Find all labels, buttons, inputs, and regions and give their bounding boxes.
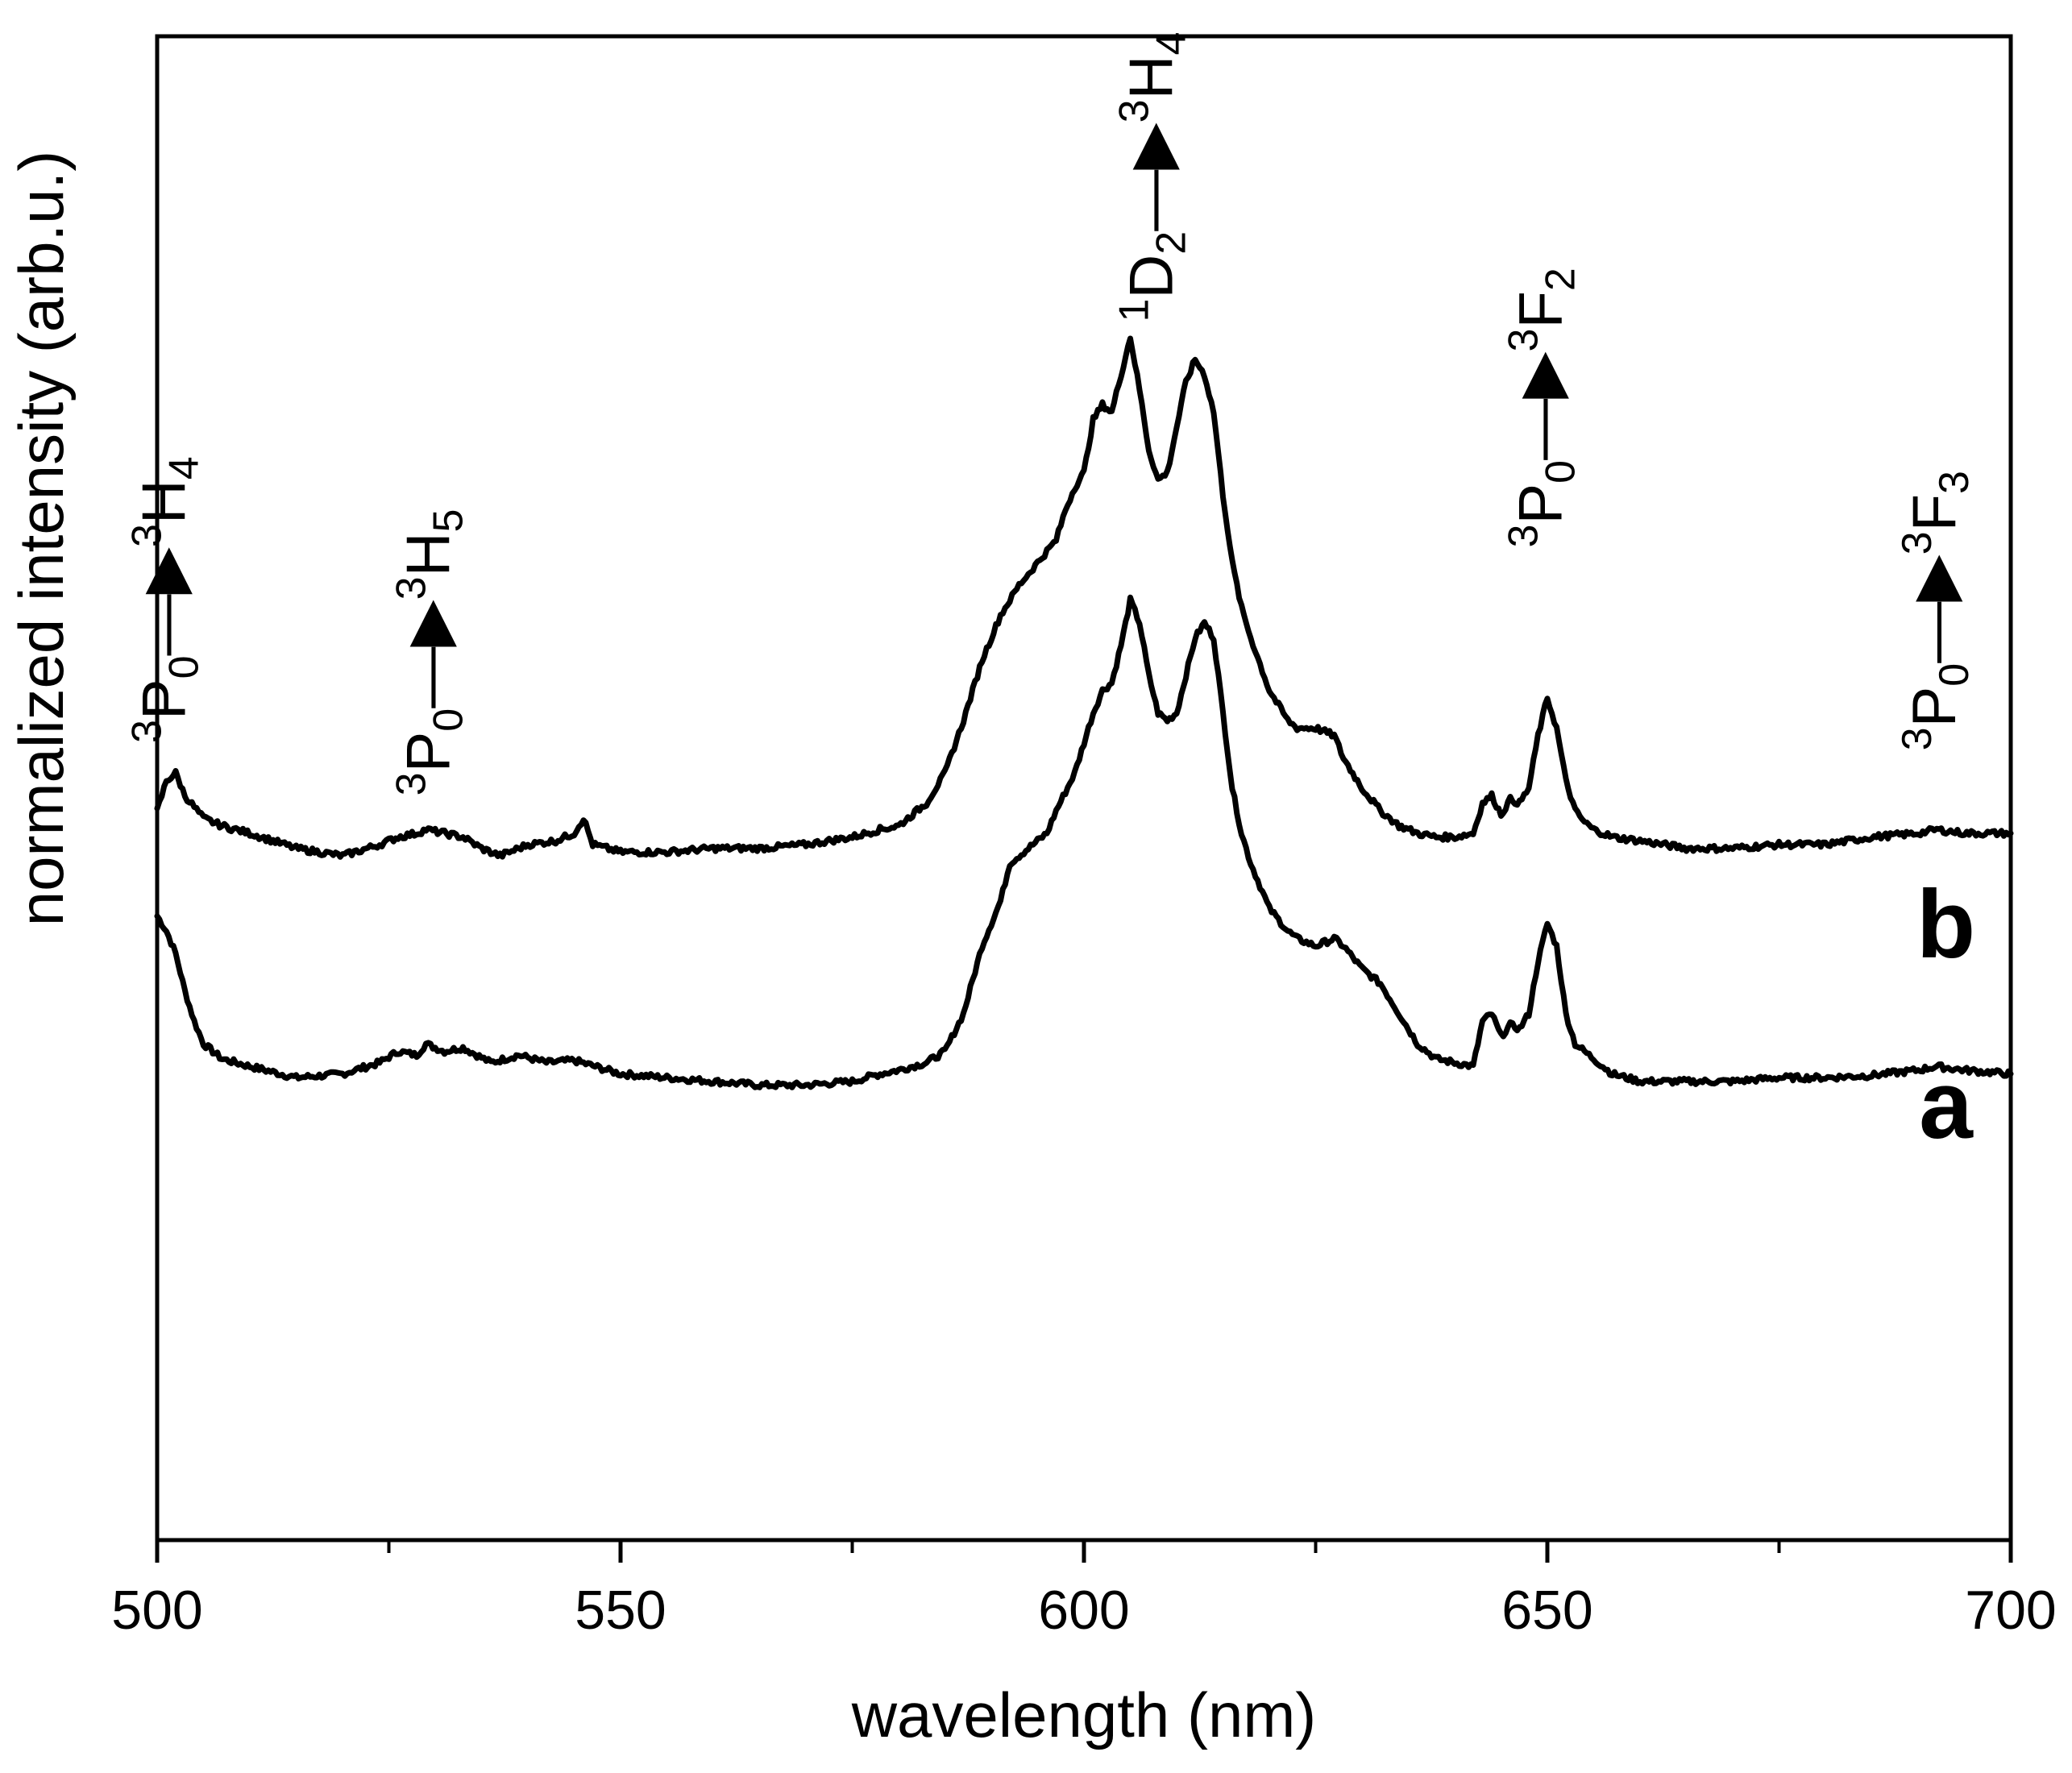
transition-annotation: 3P0—▶3H5 bbox=[388, 509, 471, 796]
trace-label-b: b bbox=[1916, 870, 1975, 978]
transition-annotation: 3P0—▶3F3 bbox=[1894, 471, 1978, 750]
plot-frame bbox=[155, 34, 2013, 1543]
transition-label: 3P0—▶3F2 bbox=[1500, 268, 1584, 547]
series-layer bbox=[154, 335, 2014, 1090]
series-a-line bbox=[154, 594, 2014, 1090]
x-tick-label: 600 bbox=[1038, 1580, 1129, 1641]
series-b-line bbox=[154, 335, 2014, 860]
x-tick-label: 650 bbox=[1501, 1580, 1592, 1641]
trace-labels: ab bbox=[1916, 870, 1975, 1159]
x-axis-title: wavelength (nm) bbox=[851, 1680, 1317, 1750]
trace-label-a: a bbox=[1919, 1051, 1974, 1159]
x-tick-label: 500 bbox=[111, 1580, 202, 1641]
transition-annotation: 1D2—▶3H4 bbox=[1111, 32, 1194, 322]
transition-label: 3P0—▶3H5 bbox=[388, 509, 471, 796]
transition-annotation: 3P0—▶3F2 bbox=[1500, 268, 1584, 547]
x-tick-label: 550 bbox=[575, 1580, 666, 1641]
transition-label: 1D2—▶3H4 bbox=[1111, 32, 1194, 322]
transition-annotation: 3P0—▶3H4 bbox=[124, 456, 208, 743]
y-axis-title: normalized intensity (arb.u.) bbox=[6, 151, 77, 926]
x-tick-label: 700 bbox=[1965, 1580, 2056, 1641]
x-axis-ticks: 500 550 600 650 700 bbox=[111, 1540, 2057, 1641]
transition-label: 3P0—▶3F3 bbox=[1894, 471, 1978, 750]
transition-annotations: 3P0—▶3H4 3P0—▶3H5 1D2—▶3H4 3P0—▶3F2 3P0—▶3F3 bbox=[124, 32, 1979, 796]
transition-label: 3P0—▶3H4 bbox=[124, 456, 208, 743]
